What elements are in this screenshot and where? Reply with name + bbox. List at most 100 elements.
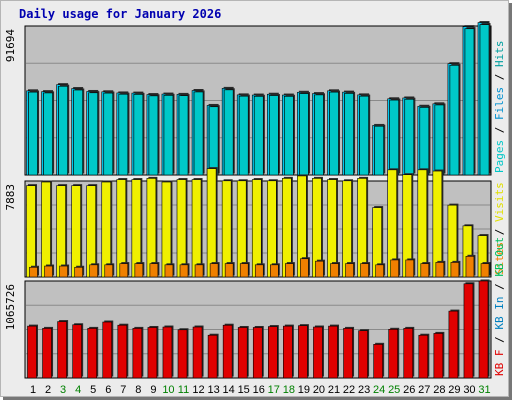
x-tick-label: 3 [60,384,66,396]
sites-bar [390,259,400,278]
x-tick-label: 4 [75,384,81,396]
visits-bar [251,179,262,278]
sites-bar [119,263,129,278]
pages-bar [374,125,384,176]
x-tick-label: 20 [313,384,325,396]
pages-bar [449,65,460,176]
kbf-bar [373,344,383,379]
kb-legend: KB F / KB In / KB Out [493,237,506,376]
x-tick-label: 7 [120,384,126,396]
x-tick-label: 14 [223,384,235,396]
sites-bar [435,262,445,278]
hits-ymax-label: 91694 [4,29,17,62]
pages-bar [178,95,189,176]
x-tick-label: 16 [253,384,265,396]
kbf-bar [267,326,278,379]
kbf-bar [313,326,323,379]
sites-bar [330,263,339,278]
sites-bar [450,262,460,278]
chart-title: Daily usage for January 2026 [19,7,222,21]
kbf-bar [252,327,263,379]
x-tick-label: 2 [45,384,51,396]
x-tick-label: 28 [433,384,445,396]
frame-shadow [509,3,512,400]
x-tick-label: 19 [298,384,310,396]
pages-bar [58,85,68,176]
sites-bar [74,266,83,278]
kbf-bar [388,329,399,379]
sites-bar [345,263,354,278]
kbf-bar [283,325,293,379]
visits-bar [41,181,51,278]
visits-bar [176,179,187,278]
visits-bar [71,185,81,278]
pages-bar [223,89,234,176]
legend-entry: / [493,222,506,242]
x-tick-label: 17 [268,384,280,396]
pages-bar [299,93,309,176]
legend-entry: KB In [493,297,506,330]
kbf-bar [343,328,353,379]
kbf-bar [207,334,218,379]
pages-bar [434,104,445,176]
sites-bar [89,264,98,278]
x-tick-label: 6 [105,384,111,396]
kbf-bar [328,325,338,379]
x-tick-label: 25 [388,384,400,396]
kbf-bar [403,328,414,379]
sites-bar [104,264,114,278]
legend-entry: / [493,67,506,87]
x-tick-label: 31 [478,384,490,396]
visits-bar [56,185,66,278]
legend-entry: KB F [493,350,506,377]
sites-bar [59,265,68,278]
sites-bar [194,264,204,278]
pages-bar [133,94,144,176]
visits-bar [417,169,428,278]
kbf-bar [57,321,67,379]
x-tick-label: 13 [207,384,219,396]
sites-bar [224,263,234,278]
kbf-bar [222,324,233,379]
kbf-bar [102,321,113,379]
x-tick-label: 27 [418,384,430,396]
pages-bar [359,95,369,176]
visits-bar [266,180,277,278]
kbf-bar [72,324,82,379]
x-tick-label: 24 [373,384,385,396]
pages-bar [464,28,475,176]
visits-bar [26,185,36,278]
legend-entry: Files [493,87,506,120]
pages-bar [28,91,38,176]
legend-entry: Hits [493,41,506,68]
kbf-bar [177,329,188,379]
x-tick-label: 22 [343,384,355,396]
kbf-bar [147,327,158,379]
x-tick-label: 29 [448,384,460,396]
kbf-bar [27,325,37,379]
kbf-bar [42,328,52,379]
pages-bar [193,91,204,176]
visits-ymax-label: 7883 [4,184,17,211]
visits-bar [191,179,202,278]
sites-bar [149,263,159,278]
sites-bar [179,264,189,278]
sites-bar [239,263,249,278]
sites-bar [300,258,309,278]
x-tick-label: 15 [238,384,250,396]
pages-bar [208,106,219,176]
kbf-bar [463,283,474,379]
legend-entry: Pages [493,140,506,173]
kbf-bar [433,333,444,379]
pages-bar [103,92,114,176]
sites-bar [134,263,144,278]
sites-bar [375,264,384,278]
frame-shadow [3,397,512,400]
pages-bar [148,95,159,176]
pages-bar [268,95,279,176]
pages-bar [389,99,400,176]
x-tick-label: 10 [162,384,174,396]
sites-bar [269,264,279,278]
visits-bar [86,185,96,278]
